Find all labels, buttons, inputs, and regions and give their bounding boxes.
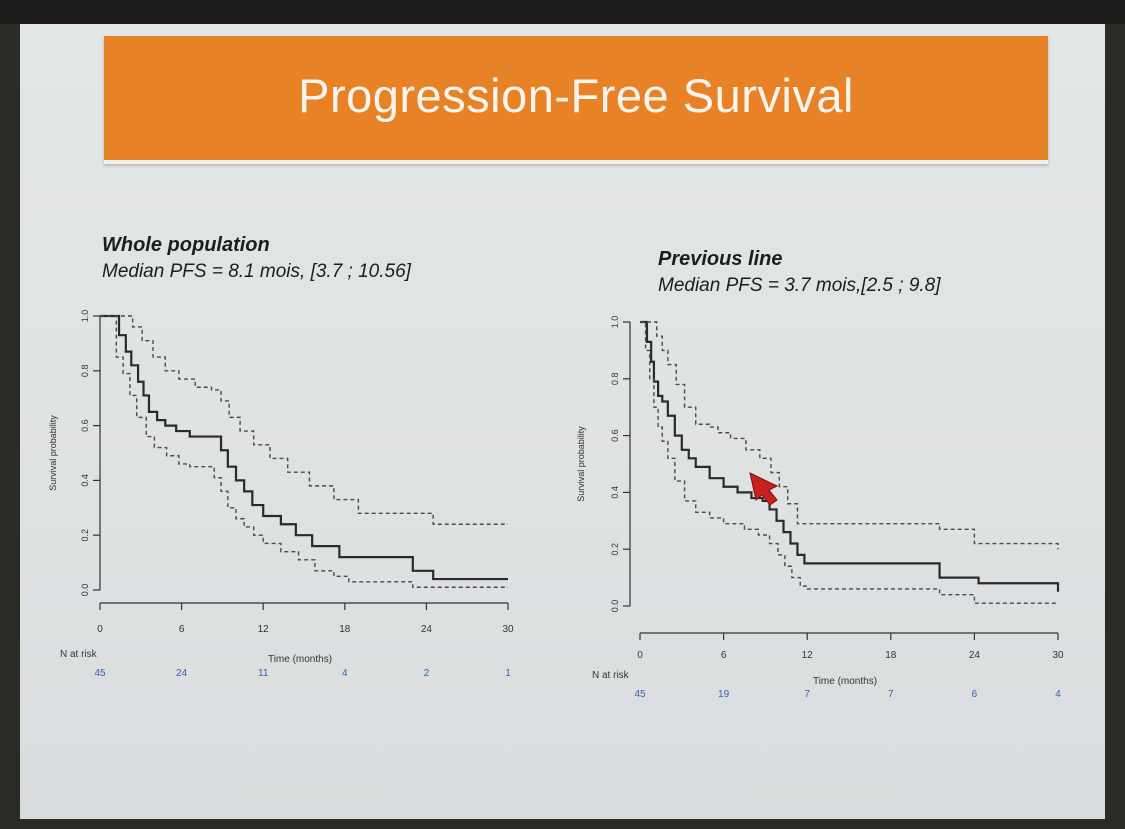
left-confidence-band-2 [100,315,508,588]
right-y-axis-label: Survival probability [576,426,586,502]
right-risk-value: 45 [634,689,646,700]
right-risk-table-label: N at risk [592,670,630,681]
right-x-axis-label: Time (months) [813,676,877,687]
left-x-tick-label: 24 [421,624,433,635]
right-risk-value: 19 [718,689,730,700]
right-chart-heading: Previous line Median PFS = 3.7 mois,[2.5… [658,248,941,297]
projector-top-edge [0,0,1125,24]
right-chart-title: Previous line [658,248,783,270]
right-km-curve [640,320,1060,592]
left-x-axis-label: Time (months) [268,654,332,665]
right-chart-subtitle: Median PFS = 3.7 mois,[2.5 ; 9.8] [658,275,941,296]
slide: Progression-Free Survival [20,24,1105,819]
right-x-tick-label: 6 [721,650,727,661]
right-km-chart: 0 6 12 18 24 30 0.0 0.2 0.4 0.6 0.8 1.0 Survival pro… [576,316,1064,700]
left-x-tick-label: 30 [502,624,514,635]
left-y-axis-label: Survival probability [48,415,58,491]
left-km-curve [100,314,508,581]
left-x-tick-label: 18 [339,624,351,635]
right-x-tick-label: 18 [885,650,897,661]
left-risk-value: 4 [342,668,348,679]
left-y-tick-label: 0.4 [80,474,90,487]
left-risk-table-label: N at risk [60,649,98,660]
slide-title: Progression-Free Survival [298,69,854,122]
left-chart-heading: Whole population Median PFS = 8.1 mois, … [102,234,411,283]
right-y-tick-label: 0.6 [610,429,620,442]
right-risk-value: 6 [972,689,978,700]
left-chart-subtitle: Median PFS = 8.1 mois, [3.7 ; 10.56] [102,261,411,282]
right-confidence-band-1 [640,321,1059,550]
left-risk-value: 24 [176,668,188,679]
right-x-tick-label: 24 [969,650,981,661]
left-x-tick-label: 12 [258,624,270,635]
right-risk-value: 4 [1055,689,1061,700]
right-y-tick-label: 0.4 [610,486,620,499]
left-x-tick-label: 0 [97,624,103,635]
right-x-tick-label: 12 [802,650,814,661]
left-y-tick-label: 0.0 [80,584,90,597]
left-x-tick-label: 6 [179,624,185,635]
right-y-tick-label: 0.8 [610,373,620,386]
left-chart-title: Whole population [102,234,270,256]
left-confidence-band-1 [100,315,508,525]
mouse-pointer-icon [749,472,779,506]
right-x-tick-label: 0 [637,650,643,661]
right-risk-value: 7 [888,689,894,700]
right-y-tick-label: 1.0 [610,316,620,329]
left-y-tick-label: 1.0 [80,310,90,323]
right-confidence-band-2 [640,321,1058,604]
left-risk-value: 2 [424,668,430,679]
left-y-tick-label: 0.2 [80,529,90,542]
right-y-tick-label: 0.2 [610,543,620,556]
title-banner: Progression-Free Survival [104,36,1048,164]
left-y-tick-label: 0.6 [80,419,90,432]
left-risk-value: 45 [94,668,106,679]
right-x-tick-label: 30 [1052,650,1064,661]
left-y-tick-label: 0.8 [80,365,90,378]
left-risk-value: 11 [258,668,269,679]
right-y-tick-label: 0.0 [610,600,620,613]
right-risk-value: 7 [804,689,810,700]
left-risk-value: 1 [505,668,511,679]
